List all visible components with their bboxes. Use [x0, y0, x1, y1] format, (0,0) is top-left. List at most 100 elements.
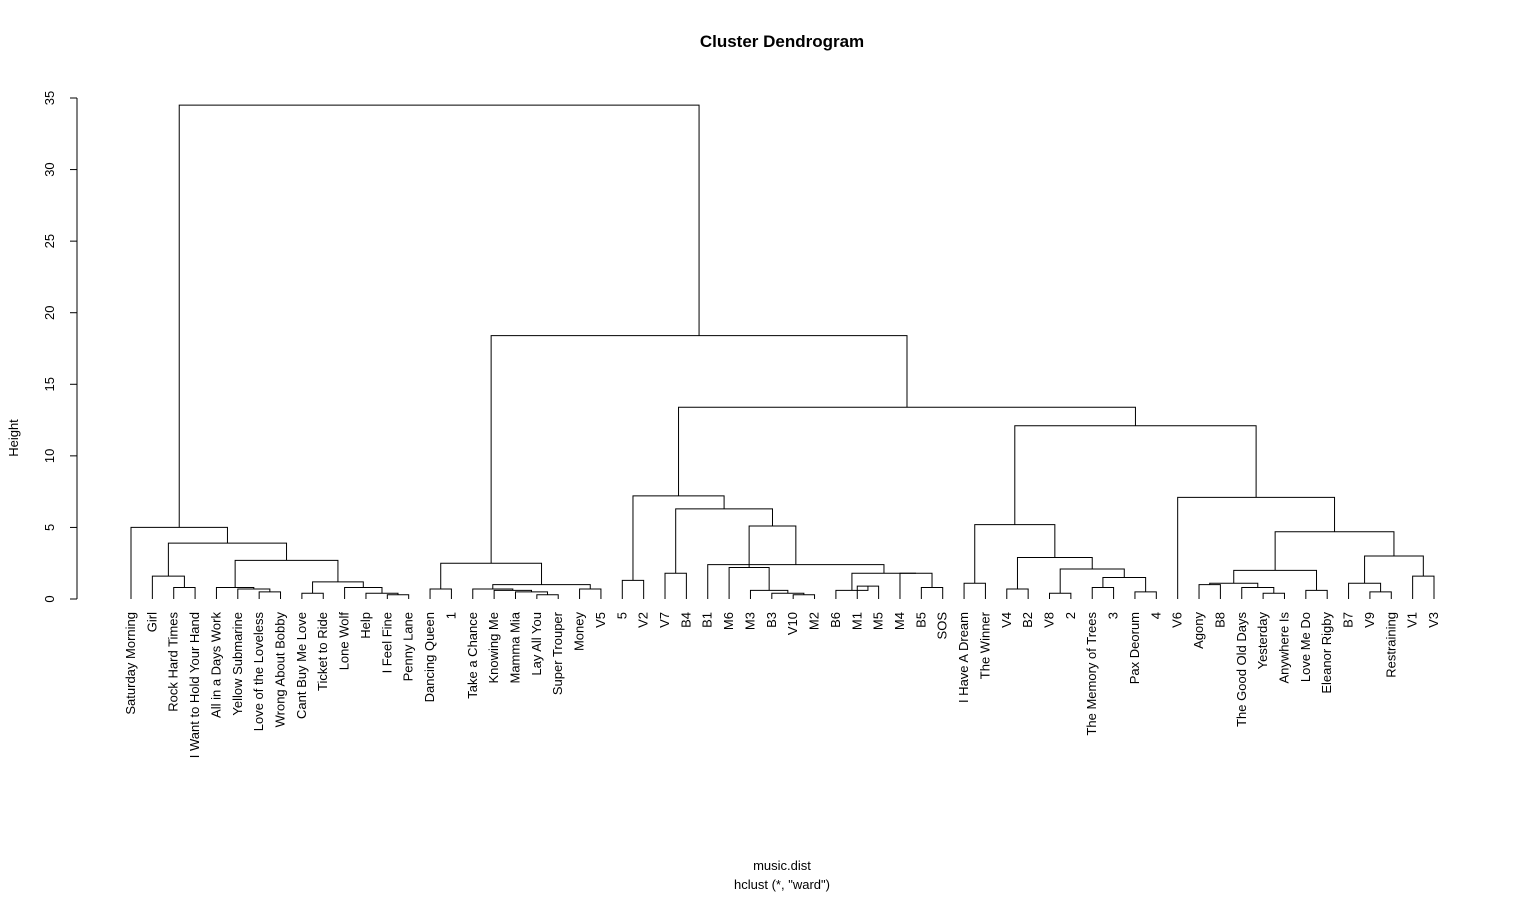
- merge-e2: [1262, 592, 1285, 599]
- merge-d1: [963, 582, 986, 599]
- merge-f2: [678, 406, 1136, 496]
- leaf-label-help: Help: [358, 612, 373, 639]
- merge-a5: [215, 587, 255, 599]
- merge-e9: [1412, 575, 1435, 599]
- merge-c14: [675, 508, 773, 574]
- y-tick-label: 0: [42, 595, 57, 602]
- merge-b1: [429, 588, 452, 599]
- leaf-label-i-have-a-dream: I Have A Dream: [956, 612, 971, 703]
- leaf-label-b8: B8: [1212, 612, 1227, 628]
- merge-c7: [856, 585, 880, 599]
- merge-f3: [490, 335, 908, 564]
- merge-a10: [312, 581, 364, 594]
- merge-b7: [492, 584, 591, 589]
- leaf-label-m5: M5: [871, 612, 886, 630]
- merge-e5: [1305, 589, 1328, 599]
- merge-d6: [1102, 577, 1147, 592]
- leaf-label-agony: Agony: [1191, 612, 1206, 649]
- leaf-label-b6: B6: [828, 612, 843, 628]
- leaf-labels: Saturday Morning Girl Rock Hard Times I Wan…: [123, 611, 1441, 758]
- y-tick-label: 20: [42, 305, 57, 319]
- leaf-label-lone-wolf: Lone Wolf: [337, 612, 352, 671]
- merge-a7: [386, 594, 410, 599]
- merge-c3: [792, 594, 816, 599]
- leaf-label-v5: V5: [593, 612, 608, 628]
- leaf-label-penny-lane: Penny Lane: [401, 612, 416, 681]
- leaf-label-m1: M1: [849, 612, 864, 630]
- y-tick-label: 25: [42, 234, 57, 248]
- merge-a11: [234, 559, 339, 588]
- leaf-label-b3: B3: [764, 612, 779, 628]
- leaf-label-v1: V1: [1405, 612, 1420, 628]
- y-tick-label: 10: [42, 449, 57, 463]
- merge-b2: [536, 594, 559, 599]
- leaf-label-v2: V2: [636, 612, 651, 628]
- merge-c5: [749, 589, 789, 599]
- merge-e8: [1348, 582, 1382, 599]
- leaf-label-pax-deorum: Pax Deorum: [1127, 612, 1142, 684]
- leaf-label-4: 4: [1148, 612, 1163, 619]
- leaf-label-money: Money: [572, 612, 587, 652]
- leaf-label-love-of-the-loveless: Love of the Loveless: [251, 612, 266, 732]
- leaf-label-girl: Girl: [144, 612, 159, 632]
- leaf-label-v8: V8: [1042, 612, 1057, 628]
- leaf-label-yesterday: Yesterday: [1255, 612, 1270, 670]
- merge-d5: [1134, 591, 1157, 599]
- leaf-label-love-me-do: Love Me Do: [1298, 612, 1313, 682]
- leaf-label-yellow-submarine: Yellow Submarine: [230, 612, 245, 716]
- merge-d9: [974, 524, 1056, 584]
- merge-e1: [1198, 584, 1221, 599]
- merge-c13: [748, 525, 797, 568]
- leaf-label-5: 5: [614, 612, 629, 619]
- merge-c9: [920, 587, 944, 599]
- leaf-label-eleanor-rigby: Eleanor Rigby: [1319, 612, 1334, 694]
- merge-e7: [1369, 591, 1392, 599]
- y-axis: 0 5 10 15 20 25 30 35: [42, 91, 78, 603]
- leaf-label-v7: V7: [657, 612, 672, 628]
- leaf-label-b2: B2: [1020, 612, 1035, 628]
- merge-a1: [173, 587, 196, 599]
- y-tick-label: 15: [42, 377, 57, 391]
- x-axis-label: music.dist: [753, 858, 811, 873]
- leaf-label-all-in-a-days-work: All in a Days Work: [208, 612, 223, 718]
- leaf-label-anywhere-is: Anywhere Is: [1276, 612, 1291, 684]
- y-tick-label: 35: [42, 91, 57, 105]
- leaf-label-m2: M2: [807, 612, 822, 630]
- merge-d2: [1006, 588, 1029, 599]
- leaf-label-v9: V9: [1362, 612, 1377, 628]
- merge-c12: [707, 564, 885, 599]
- merge-a9: [344, 587, 383, 599]
- merge-f1: [1014, 425, 1257, 525]
- leaf-label-b5: B5: [913, 612, 928, 628]
- leaf-label-v4: V4: [999, 612, 1014, 628]
- merge-d8: [1016, 556, 1093, 589]
- leaf-label-sos: SOS: [935, 612, 950, 640]
- leaf-label-saturday-morning: Saturday Morning: [123, 612, 138, 715]
- merge-e10: [1364, 555, 1424, 584]
- merge-e4: [1209, 582, 1259, 588]
- y-axis-label: Height: [6, 419, 21, 457]
- leaf-label-3: 3: [1106, 612, 1121, 619]
- merge-c4: [771, 592, 805, 599]
- leaf-label-m3: M3: [742, 612, 757, 630]
- merge-a6: [301, 592, 324, 599]
- merge-b6: [579, 588, 602, 599]
- merge-a13: [130, 526, 228, 599]
- leaf-label-super-trouper: Super Trouper: [550, 611, 565, 695]
- merge-c1: [621, 579, 645, 599]
- leaf-label-cant-buy-me-love: Cant Buy Me Love: [294, 612, 309, 719]
- leaf-label-i-feel-fine: I Feel Fine: [379, 612, 394, 673]
- merge-d4: [1091, 587, 1115, 599]
- method-label: hclust (*, "ward"): [734, 877, 830, 892]
- merge-e3: [1241, 587, 1275, 599]
- leaf-label-the-good-old-days: The Good Old Days: [1234, 612, 1249, 727]
- y-tick-label: 5: [42, 524, 57, 531]
- chart-title: Cluster Dendrogram: [700, 32, 864, 51]
- merge-c11: [851, 572, 917, 591]
- leaf-label-knowing-me: Knowing Me: [486, 612, 501, 684]
- leaf-label-rock-hard-times: Rock Hard Times: [166, 612, 181, 712]
- leaf-label-v10: V10: [785, 612, 800, 635]
- leaf-label-the-winner: The Winner: [977, 611, 992, 679]
- leaf-label-i-want-to-hold-your-hand: I Want to Hold Your Hand: [187, 612, 202, 758]
